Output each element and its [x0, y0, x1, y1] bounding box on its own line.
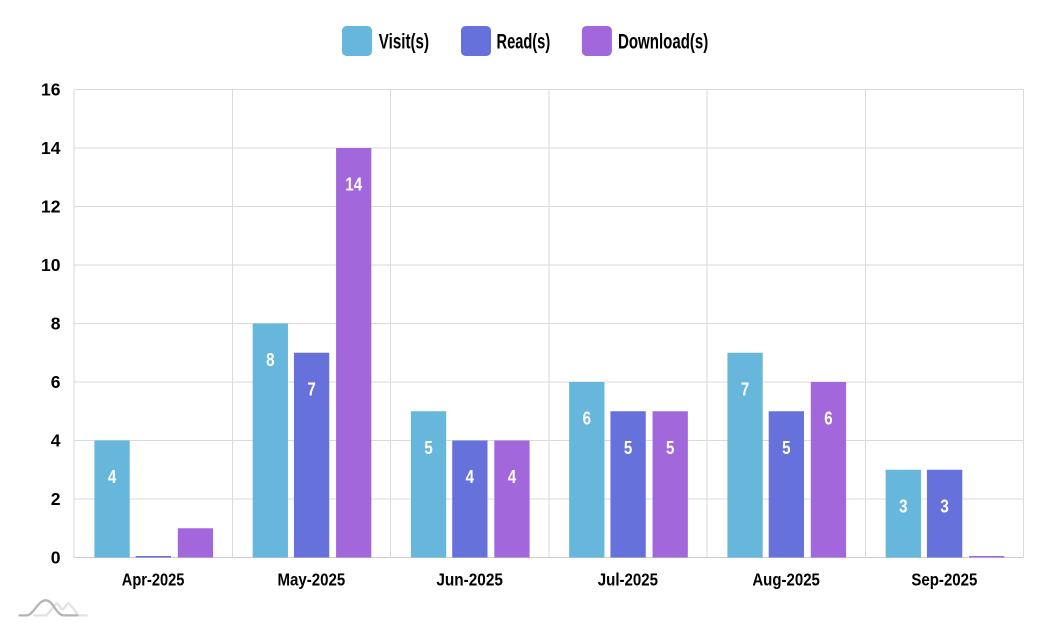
svg-text:7: 7 — [307, 379, 315, 399]
svg-text:4: 4 — [108, 467, 116, 487]
svg-text:2: 2 — [51, 489, 61, 509]
svg-text:14: 14 — [41, 138, 61, 158]
svg-text:4: 4 — [466, 467, 474, 487]
svg-text:10: 10 — [41, 255, 61, 275]
svg-text:7: 7 — [741, 379, 749, 399]
svg-text:Jul-2025: Jul-2025 — [598, 570, 658, 590]
svg-text:Visit(s): Visit(s) — [379, 30, 429, 53]
svg-text:5: 5 — [666, 438, 674, 458]
svg-text:14: 14 — [345, 175, 362, 195]
svg-text:6: 6 — [51, 372, 61, 392]
svg-text:Apr-2025: Apr-2025 — [122, 570, 185, 590]
svg-text:Sep-2025: Sep-2025 — [911, 570, 977, 590]
svg-text:Jun-2025: Jun-2025 — [436, 570, 503, 590]
svg-text:May-2025: May-2025 — [278, 570, 346, 590]
svg-text:6: 6 — [824, 409, 832, 429]
svg-text:5: 5 — [782, 438, 790, 458]
svg-text:Read(s): Read(s) — [497, 30, 551, 53]
svg-text:Download(s): Download(s) — [618, 30, 708, 53]
svg-text:5: 5 — [624, 438, 632, 458]
svg-text:4: 4 — [508, 467, 516, 487]
svg-text:8: 8 — [51, 313, 61, 333]
svg-text:12: 12 — [41, 196, 61, 216]
svg-text:Aug-2025: Aug-2025 — [752, 570, 820, 590]
svg-text:3: 3 — [899, 496, 907, 516]
svg-text:6: 6 — [583, 409, 591, 429]
svg-text:5: 5 — [424, 438, 432, 458]
svg-text:8: 8 — [266, 350, 274, 370]
svg-text:3: 3 — [940, 496, 948, 516]
svg-text:16: 16 — [41, 79, 61, 99]
svg-text:4: 4 — [51, 430, 61, 450]
svg-text:0: 0 — [51, 547, 61, 567]
